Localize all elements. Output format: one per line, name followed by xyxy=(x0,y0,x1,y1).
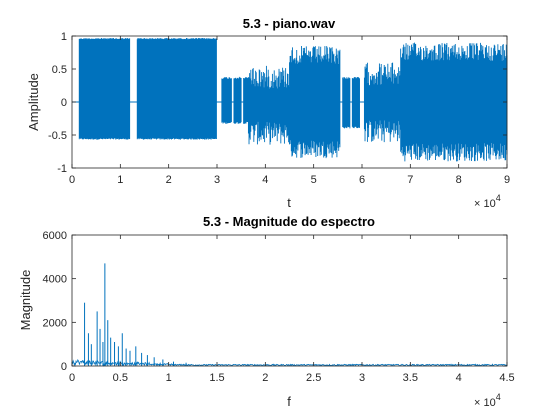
waveform-x-tick-label: 4 xyxy=(262,174,268,186)
spectrum-x-exponent-base: × 10 xyxy=(474,397,496,409)
waveform-x-tick-label: 0 xyxy=(69,174,75,186)
spectrum-series xyxy=(71,263,508,367)
spectrum-x-tick-label: 4.5 xyxy=(499,372,514,384)
waveform-segment xyxy=(363,62,401,143)
waveform-segment xyxy=(400,42,508,162)
spectrum-x-tick-label: 3.5 xyxy=(403,372,418,384)
spectrum-x-tick-label: 4 xyxy=(456,372,462,384)
waveform-axes-box xyxy=(71,35,508,169)
waveform-x-tick-label: 1 xyxy=(117,174,123,186)
waveform-xlabel: t xyxy=(287,195,291,210)
spectrum-y-tick-label: 6000 xyxy=(43,230,67,242)
waveform-segment xyxy=(351,76,360,129)
waveform-title: 5.3 - piano.wav xyxy=(243,16,336,31)
waveform-x-tick-label: 7 xyxy=(407,174,413,186)
waveform-subplot: 5.3 - piano.wav 0 1 2 3 4 5 6 7 8 9-1-0.500.51 t … xyxy=(26,16,510,210)
waveform-y-tick-label: 0.5 xyxy=(52,64,67,76)
waveform-segment xyxy=(233,76,242,124)
spectrum-x-tick-label: 1.5 xyxy=(209,372,224,384)
waveform-ylabel: Amplitude xyxy=(26,73,41,131)
waveform-segment xyxy=(78,37,131,140)
spectrum-x-tick-label: 0 xyxy=(69,372,75,384)
spectrum-x-tick-label: 1 xyxy=(166,372,172,384)
waveform-x-tick-label: 5 xyxy=(311,174,317,186)
waveform-x-tick-label: 6 xyxy=(359,174,365,186)
waveform-y-tick-label: 0 xyxy=(61,97,67,109)
waveform-y-tick-label: -0.5 xyxy=(48,130,67,142)
spectrum-y-tick-label: 0 xyxy=(61,361,67,373)
waveform-series xyxy=(72,37,508,162)
spectrum-y-tick-label: 4000 xyxy=(43,274,67,286)
spectrum-ylabel: Magnitude xyxy=(18,270,33,331)
spectrum-x-exponent-power: 4 xyxy=(496,392,501,402)
spectrum-x-tick-label: 2.5 xyxy=(306,372,321,384)
spectrum-title: 5.3 - Magnitude do espectro xyxy=(203,214,375,229)
waveform-x-tick-label: 8 xyxy=(456,174,462,186)
waveform-segment xyxy=(342,77,351,129)
waveform-x-exponent: × 104 xyxy=(474,193,501,210)
waveform-x-exponent-base: × 10 xyxy=(474,198,496,210)
waveform-x-tick-label: 9 xyxy=(504,174,510,186)
spectrum-x-tick-label: 3 xyxy=(359,372,365,384)
spectrum-xlabel: f xyxy=(287,394,291,409)
waveform-y-tick-label: -1 xyxy=(57,163,67,175)
waveform-x-exponent-power: 4 xyxy=(496,193,501,203)
waveform-segment xyxy=(247,65,290,145)
waveform-segment xyxy=(136,38,217,140)
spectrum-noise-floor xyxy=(71,358,508,367)
spectrum-axes-box xyxy=(71,234,508,367)
waveform-y-tick-label: 1 xyxy=(61,31,67,43)
spectrum-axes-background xyxy=(72,235,507,366)
spectrum-x-exponent: × 104 xyxy=(474,392,501,409)
waveform-x-tick-label: 3 xyxy=(214,174,220,186)
waveform-segment xyxy=(289,45,341,159)
spectrum-x-tick-label: 0.5 xyxy=(113,372,128,384)
spectrum-x-tick-label: 2 xyxy=(262,372,268,384)
spectrum-y-tick-label: 2000 xyxy=(43,317,67,329)
spectrum-subplot: 5.3 - Magnitude do espectro 0 0.5 1 1.5 2 2.5… xyxy=(18,214,515,409)
waveform-segment xyxy=(221,77,232,124)
waveform-x-tick-label: 2 xyxy=(166,174,172,186)
